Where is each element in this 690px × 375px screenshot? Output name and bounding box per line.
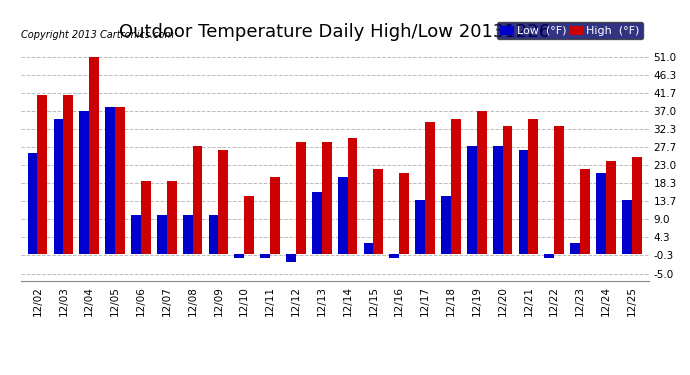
Bar bbox=[364, 243, 373, 254]
Bar bbox=[477, 111, 486, 254]
Bar bbox=[632, 158, 642, 254]
Bar bbox=[493, 146, 502, 254]
Bar bbox=[296, 142, 306, 254]
Bar bbox=[270, 177, 280, 254]
Bar bbox=[312, 192, 322, 254]
Bar bbox=[348, 138, 357, 254]
Bar bbox=[63, 95, 73, 254]
Title: Outdoor Temperature Daily High/Low 20131226: Outdoor Temperature Daily High/Low 20131… bbox=[119, 22, 550, 40]
Bar bbox=[37, 95, 48, 254]
Bar bbox=[622, 200, 632, 254]
Bar bbox=[141, 180, 150, 254]
Bar bbox=[519, 150, 529, 254]
Bar bbox=[400, 173, 409, 254]
Bar bbox=[580, 169, 590, 254]
Bar bbox=[571, 243, 580, 254]
Bar bbox=[337, 177, 348, 254]
Bar bbox=[193, 146, 202, 254]
Bar bbox=[260, 254, 270, 258]
Bar bbox=[596, 173, 606, 254]
Bar bbox=[286, 254, 296, 262]
Bar bbox=[451, 118, 461, 254]
Bar bbox=[157, 215, 167, 254]
Bar bbox=[415, 200, 425, 254]
Bar bbox=[183, 215, 193, 254]
Bar bbox=[79, 111, 89, 254]
Bar bbox=[529, 118, 538, 254]
Bar bbox=[115, 107, 125, 254]
Bar bbox=[425, 123, 435, 254]
Bar bbox=[322, 142, 332, 254]
Bar bbox=[218, 150, 228, 254]
Bar bbox=[544, 254, 554, 258]
Bar bbox=[89, 57, 99, 254]
Bar bbox=[554, 126, 564, 254]
Bar bbox=[389, 254, 400, 258]
Bar bbox=[208, 215, 218, 254]
Bar bbox=[105, 107, 115, 254]
Bar bbox=[467, 146, 477, 254]
Legend: Low  (°F), High  (°F): Low (°F), High (°F) bbox=[497, 22, 643, 39]
Bar bbox=[606, 161, 615, 254]
Bar bbox=[502, 126, 513, 254]
Bar bbox=[28, 153, 37, 254]
Bar bbox=[441, 196, 451, 254]
Bar bbox=[54, 118, 63, 254]
Bar bbox=[235, 254, 244, 258]
Text: Copyright 2013 Cartronics.com: Copyright 2013 Cartronics.com bbox=[21, 30, 174, 40]
Bar bbox=[244, 196, 254, 254]
Bar bbox=[131, 215, 141, 254]
Bar bbox=[373, 169, 383, 254]
Bar bbox=[167, 180, 177, 254]
